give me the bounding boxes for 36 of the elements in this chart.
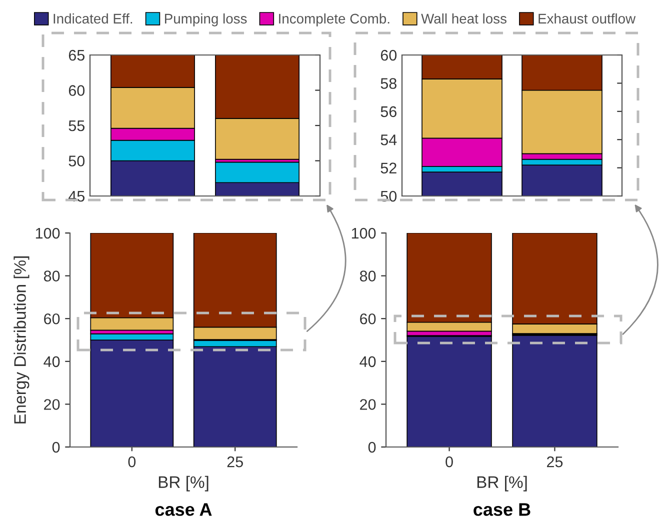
x-tick-label: 25 <box>547 456 563 468</box>
y-tick-label: 60 <box>360 313 376 324</box>
y-tick-label: 54 <box>380 134 397 146</box>
text: case A <box>155 503 212 516</box>
text: case B <box>474 503 530 516</box>
y-tick-label: 60 <box>68 85 85 96</box>
y-tick-label: 0 <box>52 442 60 453</box>
legend-label: Wall heat loss <box>421 13 506 24</box>
y-tick-label: 60 <box>44 313 60 324</box>
legend-label: Indicated Eff. <box>54 13 132 24</box>
legend-label: Exhaust outflow <box>538 13 636 24</box>
y-tick-label: 80 <box>44 270 60 282</box>
y-tick-label: 20 <box>44 399 60 410</box>
y-tick-label: 100 <box>36 228 60 239</box>
y-tick-label: 56 <box>380 106 396 118</box>
y-tick-label: 65 <box>68 50 84 61</box>
y-tick-label: 45 <box>68 191 84 202</box>
y-tick-label: 60 <box>380 50 397 61</box>
y-tick-label: 40 <box>360 356 376 368</box>
x-axis-title: BR [%] <box>477 476 527 492</box>
y-tick-label: 80 <box>360 270 376 282</box>
y-tick-label: 50 <box>68 156 85 166</box>
x-axis-title: BR [%] <box>158 476 208 492</box>
y-tick-label: 58 <box>380 78 396 89</box>
y-tick-label: 20 <box>360 399 376 410</box>
y-tick-label: 52 <box>380 162 396 174</box>
x-tick-label: 0 <box>128 456 136 468</box>
x-tick-label: 25 <box>227 456 243 468</box>
y-tick-label: 0 <box>368 442 376 453</box>
y-tick-label: 55 <box>68 120 84 132</box>
legend-label: Pumping loss <box>165 13 247 26</box>
y-tick-label: 40 <box>44 356 60 368</box>
x-tick-label: 0 <box>446 456 453 468</box>
y-tick-label: 100 <box>352 228 376 239</box>
y-axis-title: Energy Distribution [%] <box>14 256 30 424</box>
legend-label: Incomplete Comb. <box>279 13 390 26</box>
